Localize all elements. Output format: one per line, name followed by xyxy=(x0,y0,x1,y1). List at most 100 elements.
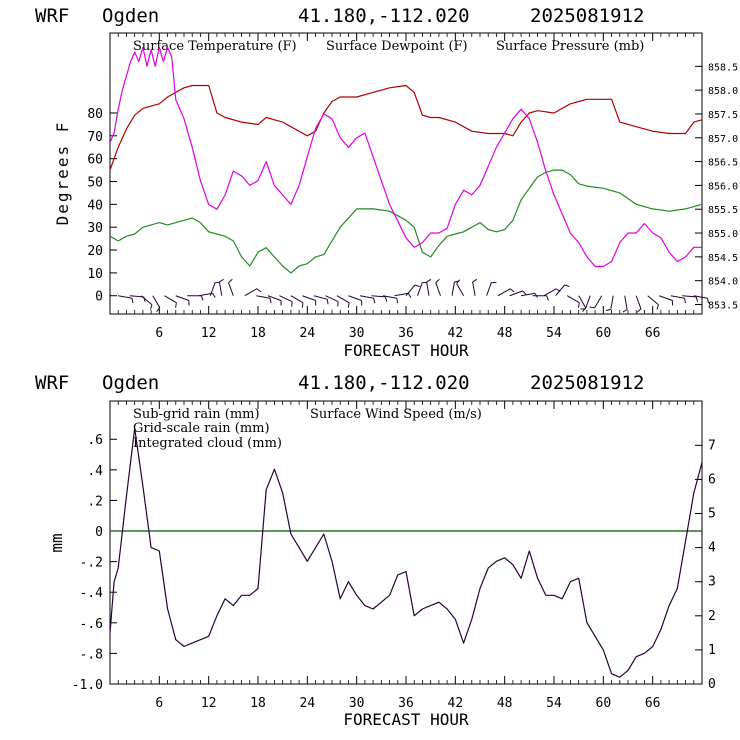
y2-tick-label: 853.5 xyxy=(708,300,738,311)
wind-barb xyxy=(456,283,465,296)
wind-barb xyxy=(426,281,430,296)
wind-barb xyxy=(175,295,190,301)
wind-barb xyxy=(624,295,628,310)
wind-barb xyxy=(594,295,603,309)
panel1-run: 2025081912 xyxy=(530,5,644,27)
x-tick-label: 18 xyxy=(250,696,266,711)
panel1-site: Ogden xyxy=(102,5,159,27)
y2-tick-label: 6 xyxy=(708,472,716,487)
wind-barb-flag xyxy=(219,278,224,283)
y2-tick-label: 5 xyxy=(708,507,716,522)
wind-barb xyxy=(394,292,409,297)
legend-dewpoint: Surface Dewpoint (F) xyxy=(326,39,468,54)
x-tick-label: 24 xyxy=(300,696,316,711)
wind-barb xyxy=(152,295,161,309)
wind-barb-flag xyxy=(414,284,420,288)
x-tick-label: 60 xyxy=(596,696,612,711)
panel1-coords: 41.180,-112.020 xyxy=(298,5,470,27)
panel2-ylabel: mm xyxy=(47,533,66,552)
y2-tick-label: 857.5 xyxy=(708,110,738,121)
wind-barb xyxy=(118,295,133,299)
wind-barb xyxy=(682,295,697,298)
legend-temperature: Surface Temperature (F) xyxy=(133,39,297,54)
wind-barb-flag xyxy=(326,299,329,305)
wind-barb xyxy=(164,295,177,304)
wind-barb xyxy=(244,288,258,297)
legend-wind-speed: Surface Wind Speed (m/s) xyxy=(310,407,482,422)
x-tick-label: 48 xyxy=(497,326,513,341)
wind-barb xyxy=(382,295,397,299)
x-tick-label: 6 xyxy=(155,326,163,341)
x-tick-label: 12 xyxy=(201,696,217,711)
wind-barb-flag xyxy=(435,278,440,283)
temperature-panel: WRF Ogden 41.180,-112.020 2025081912 6 12… xyxy=(35,5,738,360)
y2-tick-label: 7 xyxy=(708,438,716,453)
wind-barb-flag xyxy=(131,298,134,304)
y-tick-label: .4 xyxy=(87,464,103,479)
y2-tick-label: 856.5 xyxy=(708,158,738,169)
x-tick-label: 48 xyxy=(497,696,513,711)
wind-barb xyxy=(670,295,685,299)
panel2-coords: 41.180,-112.020 xyxy=(298,372,470,394)
wind-barb-flag xyxy=(522,290,527,296)
wind-barb xyxy=(336,295,350,304)
wind-barb xyxy=(417,282,423,296)
x-tick-label: 12 xyxy=(201,326,217,341)
wind-barb xyxy=(543,288,557,297)
wind-barbs xyxy=(118,278,709,313)
y2-tick-label: 1 xyxy=(708,643,716,658)
wind-barb xyxy=(610,295,614,310)
wind-barb xyxy=(267,295,282,301)
wind-barb-flag xyxy=(426,278,432,283)
wind-barb-flag xyxy=(695,296,699,302)
wind-barb-flag xyxy=(200,295,204,301)
y2-tick-label: 4 xyxy=(708,541,716,556)
panel1-xlabel: FORECAST HOUR xyxy=(343,341,469,360)
panel1-series xyxy=(109,46,703,274)
x-tick-label: 30 xyxy=(349,696,365,711)
x-tick-label: 66 xyxy=(645,326,661,341)
panel1-axes: 6 12 18 24 30 36 42 48 54 60 66 0 10 20 30 40 50 60 70 80 85… xyxy=(87,33,738,341)
y-tick-label: 80 xyxy=(87,107,103,122)
y-tick-label: 60 xyxy=(87,153,103,168)
wind-barb xyxy=(129,295,144,298)
wind-barb-flag xyxy=(684,298,686,304)
wind-barb xyxy=(228,282,234,296)
panel2-series xyxy=(109,427,703,678)
y-tick-label: 0 xyxy=(95,290,103,305)
wind-barb xyxy=(325,295,339,303)
x-tick-label: 6 xyxy=(155,696,163,711)
wind-barb-flag xyxy=(256,288,262,293)
y-tick-label: -.6 xyxy=(80,617,103,632)
wind-barb-flag xyxy=(509,288,515,293)
y-tick-label: .2 xyxy=(87,494,103,509)
wind-barb-flag xyxy=(228,278,233,283)
x-tick-label: 54 xyxy=(546,696,562,711)
y2-tick-label: 857.0 xyxy=(708,134,738,145)
panel2-model: WRF xyxy=(35,372,69,394)
wind-barb xyxy=(509,290,523,297)
wind-barb xyxy=(584,295,591,310)
y2-tick-label: 2 xyxy=(708,609,716,624)
wind-barb xyxy=(140,295,153,306)
x-tick-label: 36 xyxy=(398,326,414,341)
y-tick-label: -1.0 xyxy=(72,678,103,693)
y2-tick-label: 854.5 xyxy=(708,253,738,264)
wind-barb xyxy=(555,284,565,297)
y-tick-label: -.2 xyxy=(80,556,103,571)
y2-tick-label: 858.0 xyxy=(708,86,738,97)
panel1-model: WRF xyxy=(35,5,69,27)
y2-tick-label: 855.5 xyxy=(708,205,738,216)
legend-pressure: Surface Pressure (mb) xyxy=(496,39,644,54)
wind-barb-flag xyxy=(622,309,628,313)
wind-barb-flag xyxy=(384,296,388,302)
wind-barb xyxy=(405,284,416,297)
y-tick-label: 70 xyxy=(87,130,103,145)
y-tick-label: .6 xyxy=(87,433,103,448)
series-line-surface-wind-speed-m-s xyxy=(109,427,703,678)
wind-barb xyxy=(209,282,216,296)
wind-barb-flag xyxy=(269,298,272,304)
wind-barb xyxy=(566,295,580,304)
y-tick-label: -.8 xyxy=(80,647,103,662)
